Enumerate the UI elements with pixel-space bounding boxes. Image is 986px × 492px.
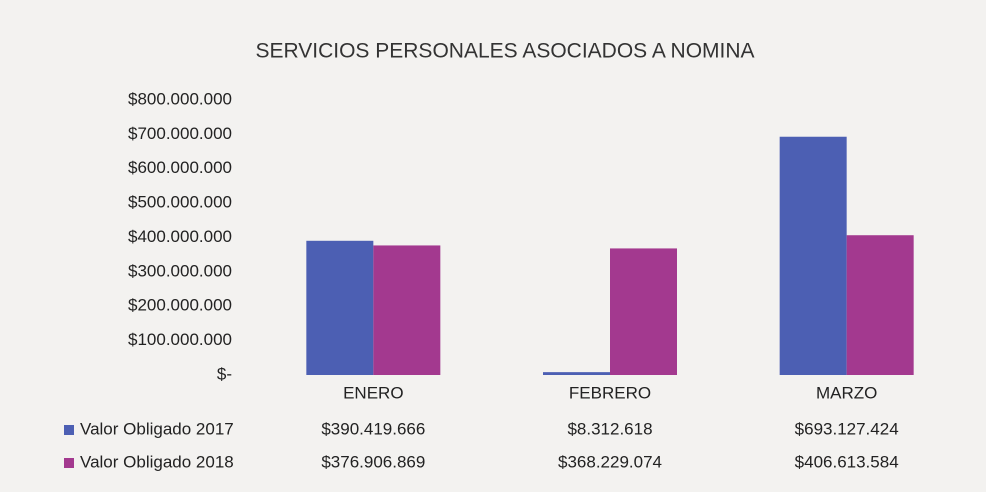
bar (543, 372, 610, 375)
x-tick-label: ENERO (343, 383, 403, 402)
y-tick-label: $100.000.000 (128, 330, 232, 349)
y-tick-label: $- (217, 364, 232, 383)
table-value: $8.312.618 (567, 419, 652, 438)
y-tick-label: $300.000.000 (128, 261, 232, 280)
bar (779, 136, 847, 375)
chart-title: SERVICIOS PERSONALES ASOCIADOS A NOMINA (255, 40, 754, 63)
y-tick-label: $500.000.000 (128, 193, 232, 212)
bar (846, 235, 914, 375)
bar (306, 240, 374, 375)
table-value: $376.906.869 (321, 452, 425, 471)
y-tick-label: $200.000.000 (128, 296, 232, 315)
legend-label: Valor Obligado 2018 (80, 452, 234, 471)
table-value: $693.127.424 (795, 419, 899, 438)
y-tick-label: $600.000.000 (128, 158, 232, 177)
table-value: $390.419.666 (321, 419, 425, 438)
legend-label: Valor Obligado 2017 (80, 419, 234, 438)
bar (373, 245, 441, 375)
y-tick-label: $400.000.000 (128, 227, 232, 246)
y-tick-label: $700.000.000 (128, 124, 232, 143)
bar (610, 248, 677, 375)
x-tick-label: FEBRERO (569, 383, 651, 402)
table-value: $368.229.074 (558, 452, 662, 471)
table-value: $406.613.584 (795, 452, 899, 471)
y-tick-label: $800.000.000 (128, 89, 232, 108)
x-tick-label: MARZO (816, 383, 877, 402)
legend-swatch (64, 458, 74, 468)
legend-swatch (64, 425, 74, 435)
